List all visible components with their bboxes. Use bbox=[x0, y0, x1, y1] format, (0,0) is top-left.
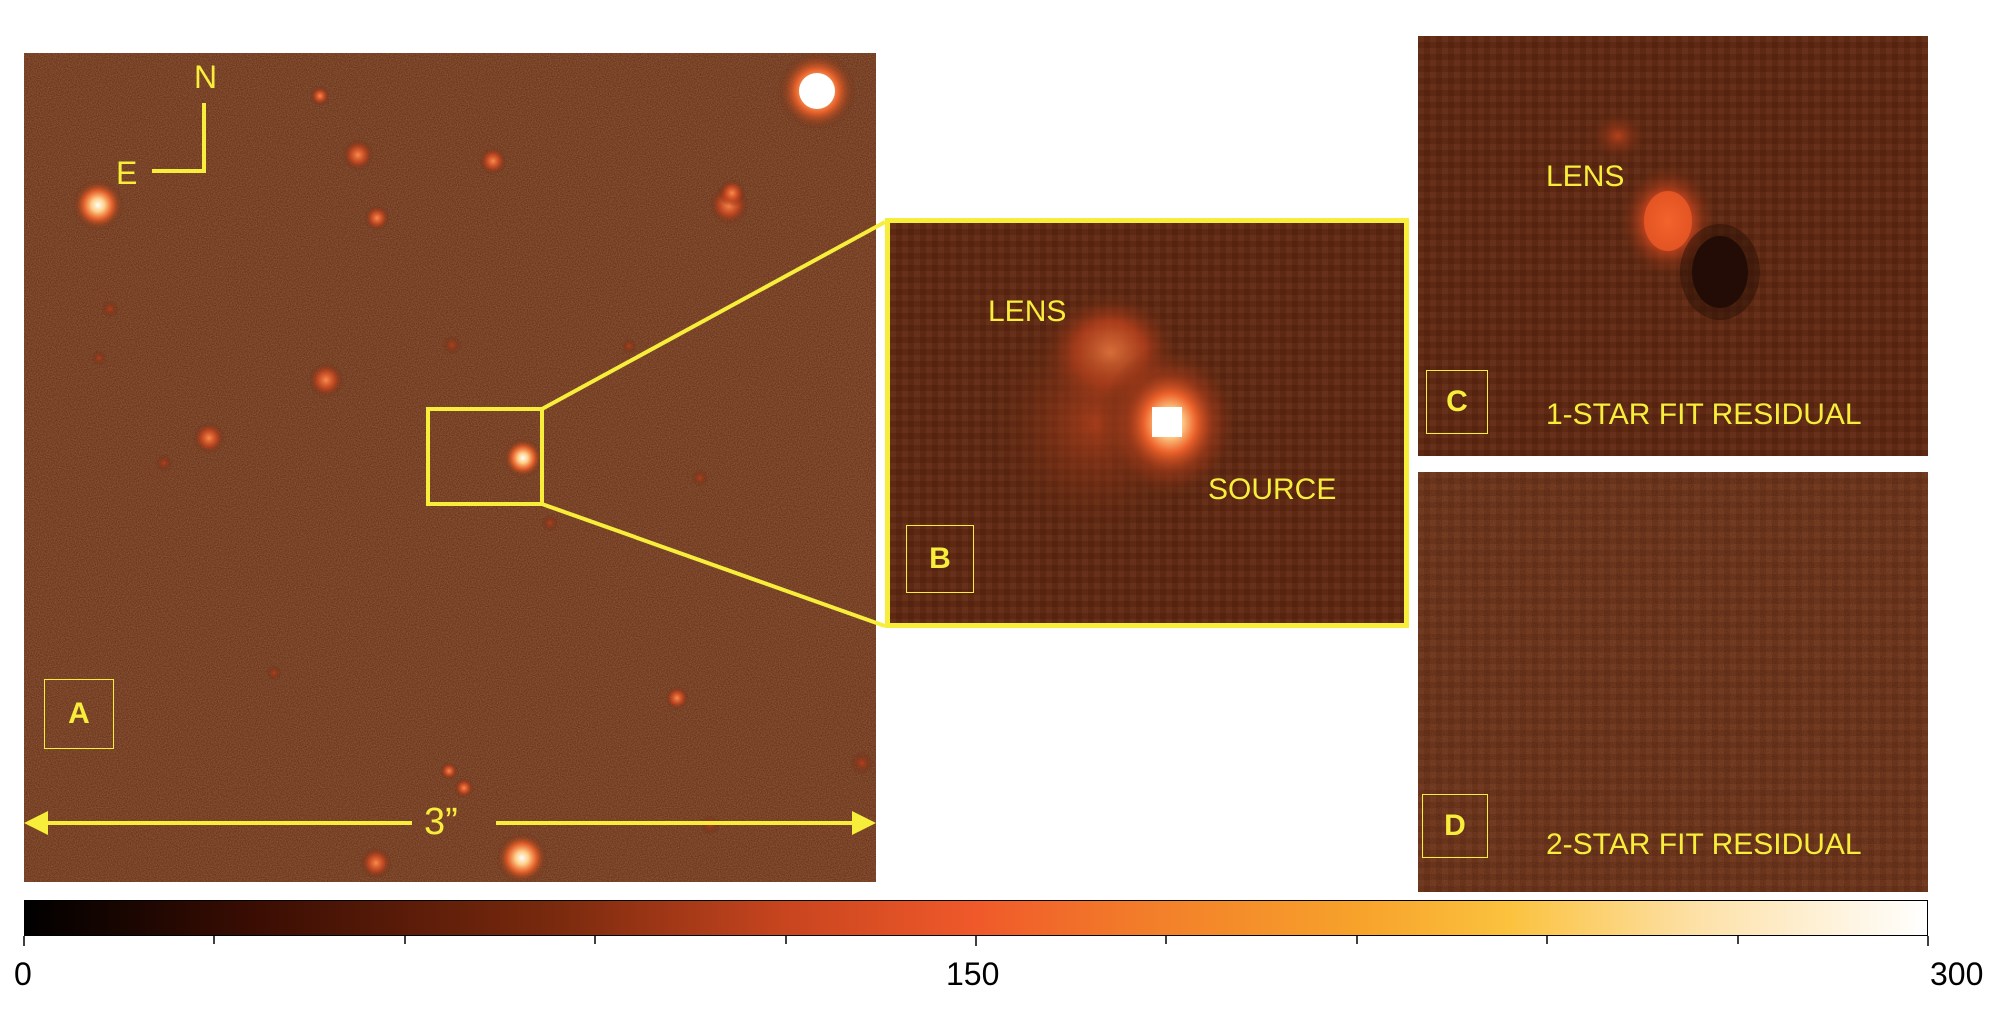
colorbar bbox=[24, 900, 1928, 936]
panel-a-field-image: N E 3” A bbox=[24, 53, 876, 882]
panel-d-tag: D bbox=[1422, 794, 1488, 858]
panel-c-lens-label: LENS bbox=[1546, 160, 1625, 193]
residual-2star-pixels bbox=[1418, 472, 1928, 892]
zoom-pixels bbox=[890, 223, 1404, 623]
panel-a-tag: A bbox=[44, 679, 114, 749]
panel-d-2star-residual: 2-STAR FIT RESIDUAL D bbox=[1418, 472, 1928, 892]
panel-c-caption: 1-STAR FIT RESIDUAL bbox=[1546, 398, 1862, 431]
panel-b-zoom-image: LENS SOURCE B bbox=[885, 218, 1409, 628]
panel-b-source-label: SOURCE bbox=[1208, 473, 1337, 506]
panel-b-lens-label: LENS bbox=[988, 295, 1067, 328]
panel-c-tag: C bbox=[1426, 370, 1488, 434]
overlay-lines-a bbox=[24, 103, 876, 835]
star-field bbox=[24, 53, 876, 882]
compass-north-label: N bbox=[194, 59, 218, 95]
panel-c-1star-residual: LENS 1-STAR FIT RESIDUAL C bbox=[1418, 36, 1928, 456]
panel-d-caption: 2-STAR FIT RESIDUAL bbox=[1546, 828, 1862, 861]
colorbar-tick-mid: 150 bbox=[946, 956, 1000, 992]
colorbar-tick-min: 0 bbox=[14, 956, 32, 992]
residual-1star-pixels bbox=[1418, 36, 1928, 456]
compass-east-label: E bbox=[116, 155, 138, 191]
panel-b-tag: B bbox=[906, 525, 974, 593]
colorbar-tick-max: 300 bbox=[1930, 956, 1984, 992]
scale-bar-label: 3” bbox=[424, 801, 458, 843]
